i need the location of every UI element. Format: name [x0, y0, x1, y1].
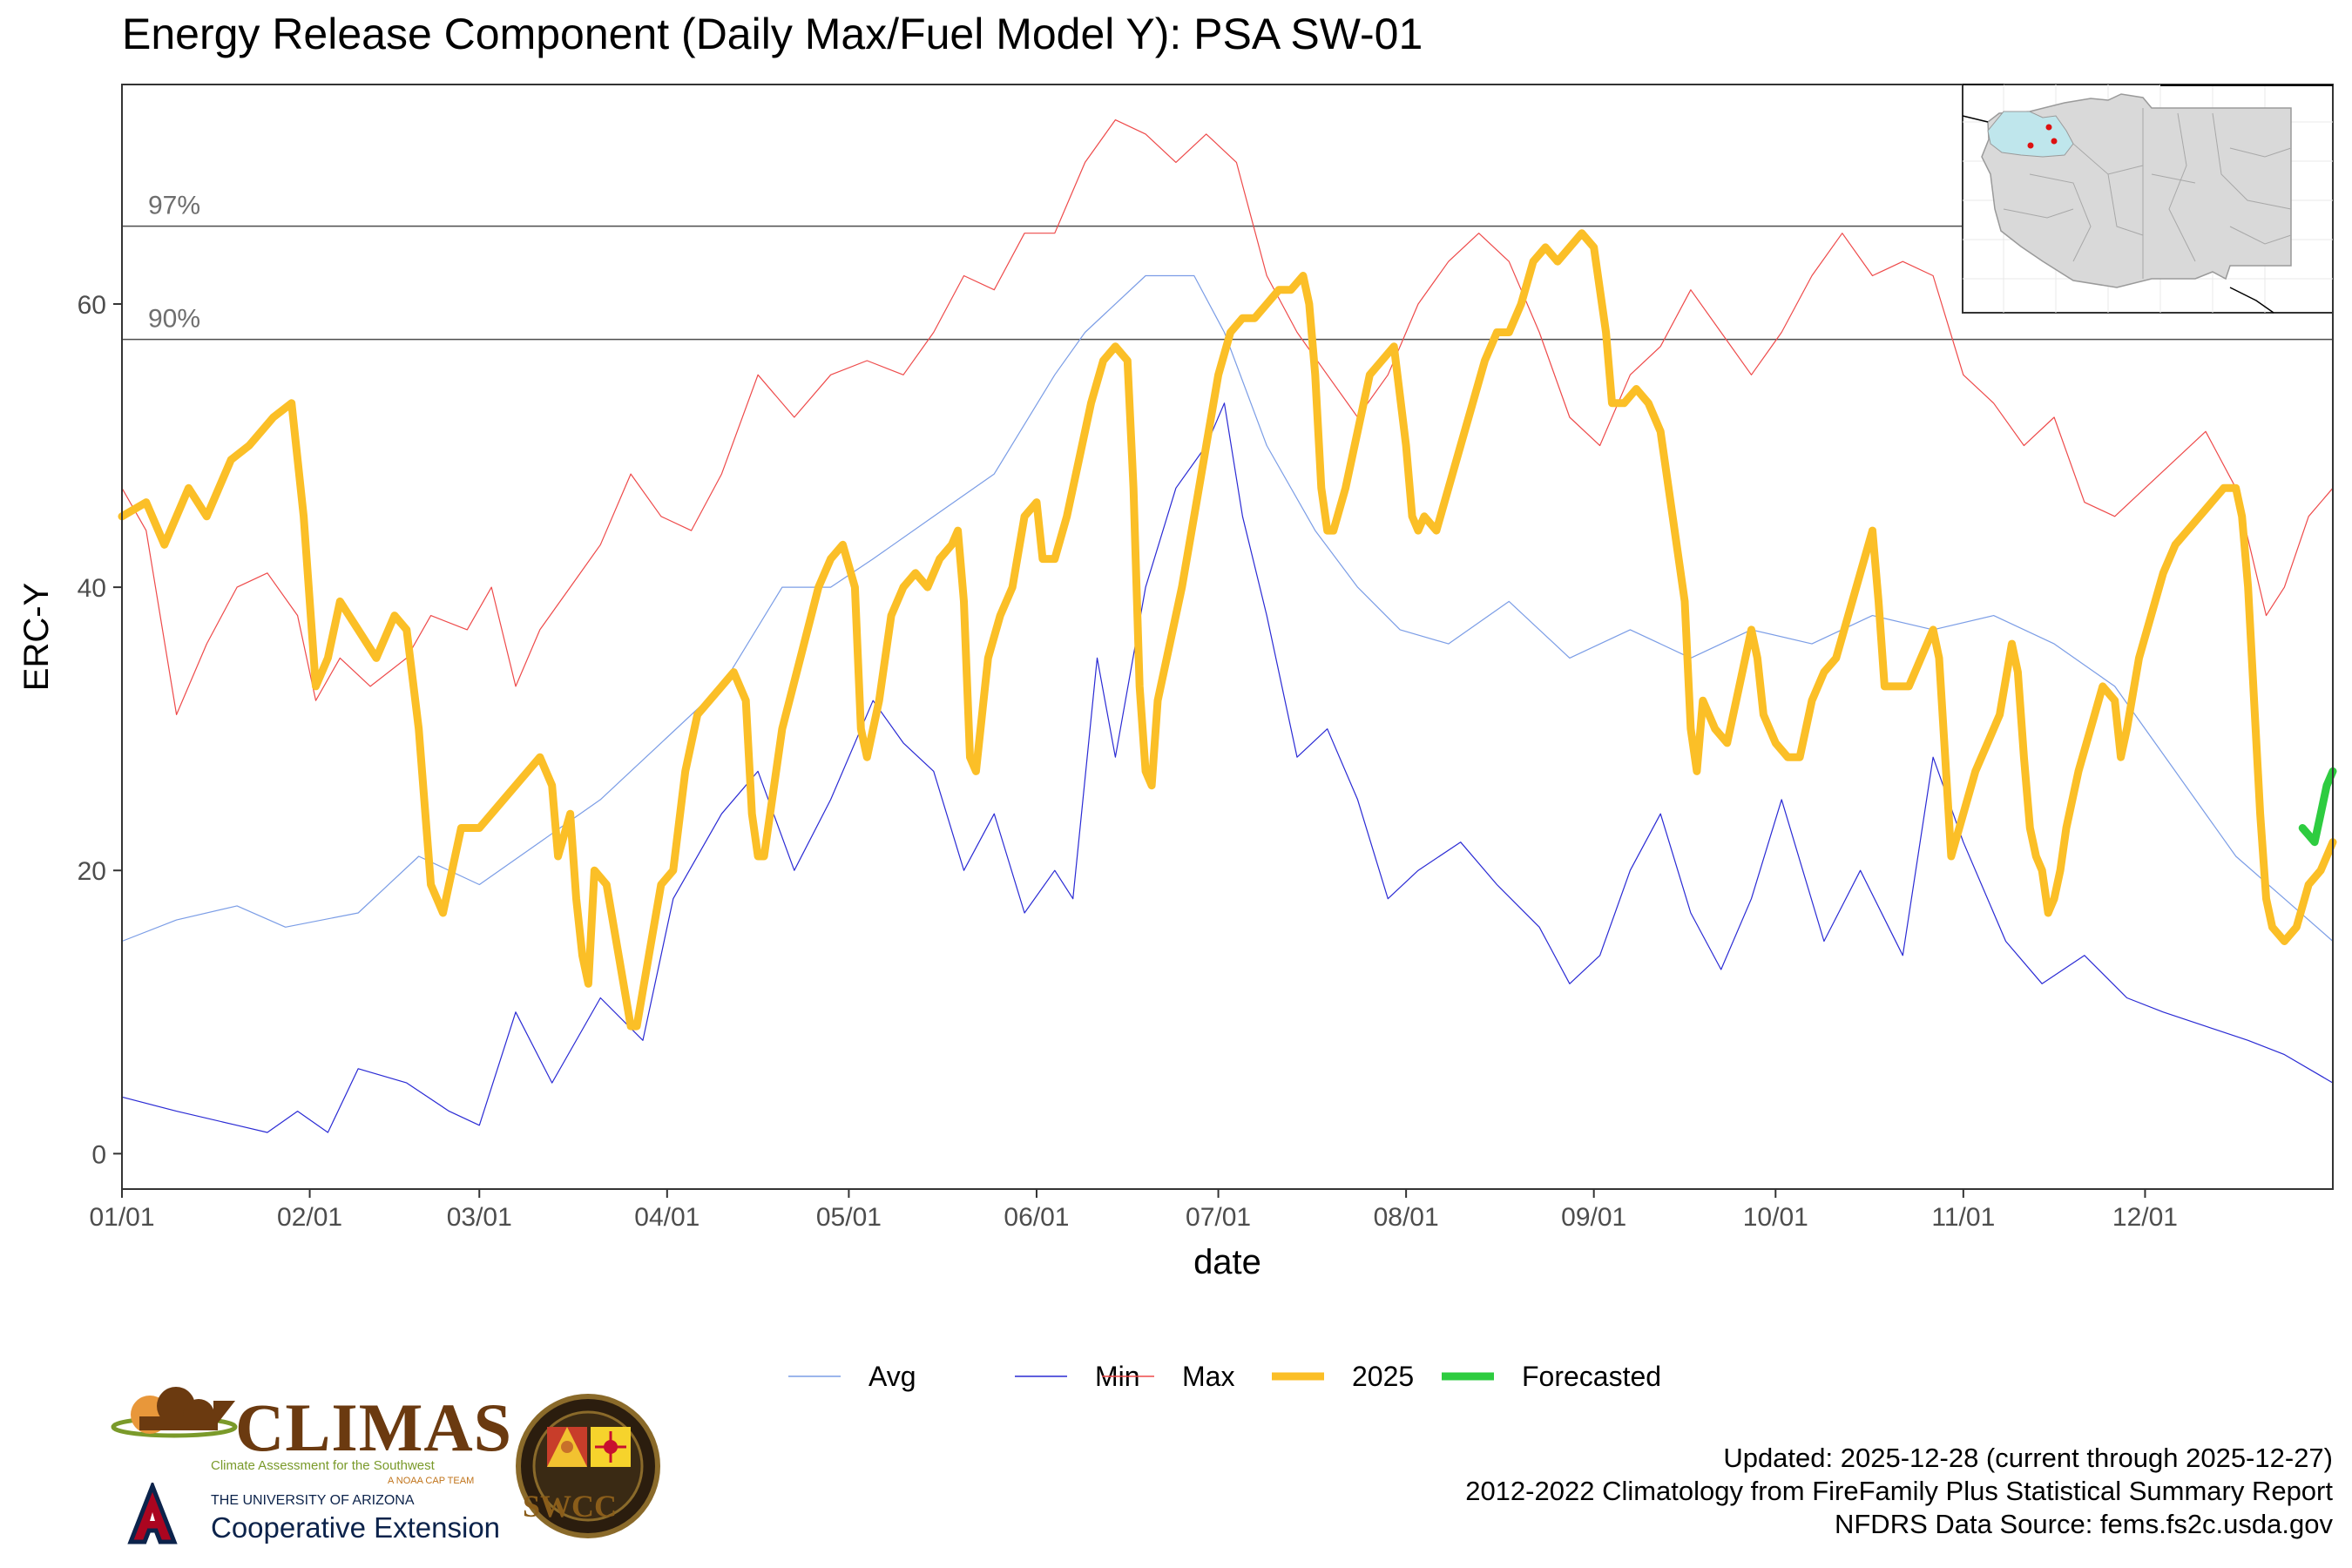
footer-climatology: 2012-2022 Climatology from FireFamily Pl…	[1465, 1476, 2333, 1506]
climas-logo-text: CLIMAS	[235, 1389, 513, 1465]
footer-data-source: NFDRS Data Source: fems.fs2c.usda.gov	[1834, 1509, 2333, 1539]
x-tick-label: 06/01	[1004, 1203, 1069, 1232]
y-tick-label: 40	[78, 574, 106, 603]
series-line-avg	[121, 274, 2334, 943]
x-tick-label: 10/01	[1743, 1203, 1808, 1232]
reference-line-label: 90%	[148, 305, 200, 334]
climas-noaa-tagline: A NOAA CAP TEAM	[388, 1476, 475, 1486]
series-line-max	[121, 119, 2334, 715]
ua-logo-line1: THE UNIVERSITY OF ARIZONA	[211, 1493, 415, 1508]
legend-label-max: Max	[1182, 1361, 1234, 1392]
x-tick-label: 11/01	[1931, 1203, 1995, 1232]
legend-label-2025: 2025	[1352, 1361, 1414, 1392]
series-line-2025	[118, 229, 2337, 1031]
reference-line-label: 97%	[148, 192, 200, 220]
series-line-min	[121, 402, 2334, 1133]
x-tick-label: 08/01	[1374, 1203, 1439, 1232]
ua-logo-icon	[127, 1483, 178, 1544]
x-tick-label: 03/01	[447, 1203, 512, 1232]
inset-map-image	[1962, 84, 2334, 314]
footer-notes: Updated: 2025-12-28 (current through 202…	[1465, 1442, 2333, 1541]
x-axis-title: date	[1193, 1243, 1261, 1281]
chart-title: Energy Release Component (Daily Max/Fuel…	[122, 10, 1423, 58]
y-axis-title: ERC-Y	[17, 583, 56, 691]
x-tick-label: 02/01	[277, 1203, 342, 1232]
y-tick-label: 0	[91, 1140, 106, 1169]
x-tick-label: 05/01	[816, 1203, 882, 1232]
swcc-seal-icon	[516, 1394, 660, 1538]
plot-panel-border	[121, 84, 2334, 1190]
logo-group: CLIMAS Climate Assessment for the Southw…	[105, 1385, 671, 1551]
climas-tagline: Climate Assessment for the Southwest	[211, 1458, 435, 1473]
x-tick-label: 04/01	[634, 1203, 700, 1232]
series-line-forecasted	[2298, 767, 2337, 847]
legend-label-avg: Avg	[868, 1361, 916, 1392]
y-tick-label: 20	[78, 857, 106, 886]
x-tick-label: 09/01	[1561, 1203, 1626, 1232]
y-tick-label: 60	[78, 291, 106, 320]
ua-logo-line2: Cooperative Extension	[211, 1511, 501, 1544]
x-tick-label: 07/01	[1186, 1203, 1251, 1232]
climas-logo-icon	[111, 1387, 238, 1438]
x-tick-label: 12/01	[2112, 1203, 2178, 1232]
swcc-logo-text: SWCC	[523, 1489, 618, 1524]
footer-updated: Updated: 2025-12-28 (current through 202…	[1723, 1443, 2333, 1473]
legend-label-forecasted: Forecasted	[1522, 1361, 1661, 1392]
x-tick-label: 01/01	[89, 1203, 154, 1232]
